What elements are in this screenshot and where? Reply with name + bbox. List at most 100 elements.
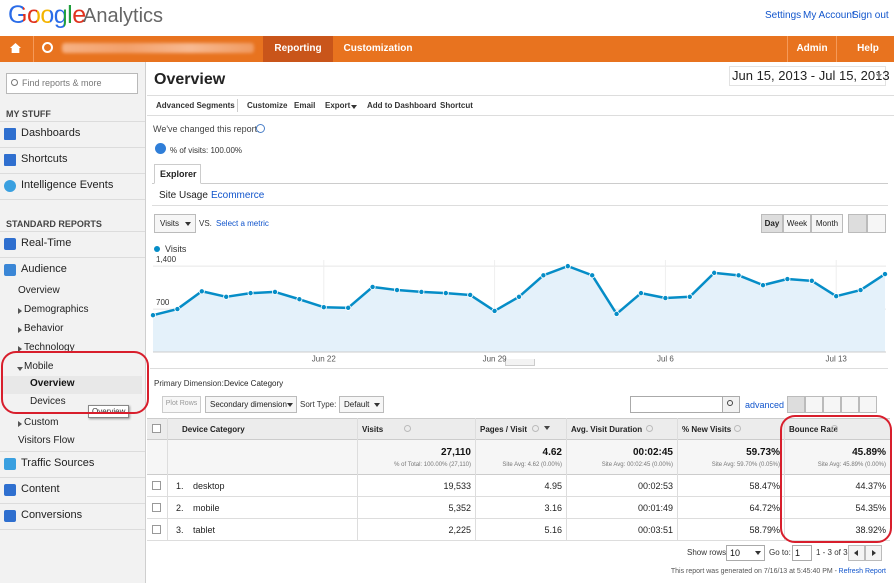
nav-row[interactable] [0, 451, 145, 477]
row-checkbox[interactable] [152, 503, 161, 512]
table-row[interactable] [147, 497, 890, 519]
metric-select[interactable]: Visits [160, 219, 179, 228]
sort-type[interactable]: Default [344, 400, 370, 409]
tab-label[interactable]: Explorer [160, 169, 197, 179]
table-row[interactable] [147, 475, 890, 497]
chart-type-button[interactable] [848, 214, 867, 233]
data-point [711, 269, 718, 276]
primary-dimension[interactable]: Device Category [224, 379, 284, 388]
search-box[interactable] [6, 73, 138, 94]
select-metric[interactable]: Select a metric [216, 219, 269, 228]
period-button[interactable] [783, 214, 811, 233]
nav-item[interactable]: Shortcuts [21, 153, 68, 165]
row-dimension[interactable]: mobile [193, 503, 220, 513]
row-checkbox[interactable] [152, 525, 161, 534]
show-rows[interactable]: 10 [730, 548, 741, 558]
nav-item[interactable]: Conversions [21, 509, 83, 521]
nav-item[interactable]: Dashboards [21, 127, 81, 139]
nav-item[interactable]: Content [21, 483, 60, 495]
nav-tab[interactable]: Reporting [274, 43, 322, 54]
period-label[interactable]: Week [786, 219, 808, 228]
column-header[interactable]: Pages / Visit [480, 425, 527, 434]
table-row[interactable] [147, 519, 890, 541]
column-header[interactable]: Avg. Visit Duration [571, 425, 643, 434]
view-button[interactable] [859, 396, 877, 413]
toolbar-item[interactable]: Export [325, 101, 351, 110]
header-checkbox[interactable] [152, 424, 161, 433]
nav-row[interactable] [0, 503, 145, 529]
secondary-box[interactable] [205, 396, 297, 413]
nav-subitem[interactable]: Technology [24, 342, 75, 353]
nav-subitem[interactable]: Custom [24, 417, 59, 428]
toolbar-item[interactable]: Email [294, 101, 316, 110]
header-link[interactable]: Sign out [852, 10, 889, 21]
show-rows-box[interactable] [726, 545, 765, 561]
nav-item[interactable]: Real-Time [21, 237, 72, 249]
goto-box[interactable] [792, 545, 812, 561]
row-dimension[interactable]: desktop [193, 481, 225, 491]
period-label[interactable]: Day [764, 219, 780, 228]
date-range-box[interactable] [729, 66, 886, 86]
legend-dot [154, 246, 160, 252]
resize-handle [505, 359, 535, 366]
nav-item[interactable]: Traffic Sources [21, 457, 95, 469]
column-header[interactable]: Visits [362, 425, 384, 434]
chart-type-button[interactable] [867, 214, 886, 233]
advanced-link[interactable]: advanced [745, 400, 785, 410]
toolbar-item[interactable]: Add to Dashboard [367, 101, 437, 110]
refresh-link[interactable]: Refresh Report [838, 568, 886, 575]
subtab[interactable]: Site Usage [159, 190, 208, 201]
tab-bg[interactable] [263, 36, 333, 62]
nav-row[interactable] [0, 231, 145, 257]
nav-subitem[interactable]: Visitors Flow [18, 435, 75, 446]
nav-subitem[interactable]: Devices [30, 396, 66, 407]
metric-box[interactable] [154, 214, 196, 233]
nav-subitem[interactable]: Overview [18, 285, 60, 296]
period-label[interactable]: Month [815, 219, 839, 228]
nav-row[interactable] [0, 477, 145, 503]
nav-row[interactable] [0, 147, 145, 173]
period-button[interactable] [811, 214, 843, 233]
secondary-dimension[interactable]: Secondary dimension [210, 400, 287, 409]
view-button[interactable] [787, 396, 805, 413]
sort-box[interactable] [339, 396, 384, 413]
header-link[interactable]: Settings [765, 10, 802, 21]
nav-tab[interactable]: Customization [343, 43, 413, 54]
view-button[interactable] [823, 396, 841, 413]
goto-label: Go to: [769, 548, 791, 557]
data-point [320, 304, 327, 311]
nav-item[interactable]: Intelligence Events [21, 179, 114, 191]
plot-rows[interactable]: Plot Rows [165, 400, 198, 407]
toolbar-item[interactable]: Shortcut [440, 101, 473, 110]
nav-subitem[interactable]: Demographics [24, 304, 89, 315]
toolbar-item[interactable]: Advanced Segments [156, 101, 235, 110]
header-link[interactable]: My Account [803, 10, 855, 21]
table-search[interactable] [630, 396, 723, 413]
item-icon [4, 484, 16, 496]
nav-link[interactable]: Admin [796, 43, 828, 54]
row-dimension[interactable]: tablet [193, 525, 216, 535]
view-button[interactable] [805, 396, 823, 413]
nav-subitem[interactable]: Behavior [24, 323, 64, 334]
nav-item[interactable]: Audience [21, 263, 67, 275]
table-header [147, 418, 890, 440]
row-checkbox[interactable] [152, 481, 161, 490]
nav-row[interactable] [0, 121, 145, 147]
nav-subitem[interactable]: Mobile [24, 361, 54, 372]
nav-subitem-selected[interactable]: Overview [30, 378, 75, 389]
nav-link[interactable]: Help [857, 43, 879, 54]
goto-input[interactable]: 1 [795, 548, 801, 558]
nav-row[interactable] [0, 173, 145, 199]
period-button[interactable] [761, 214, 783, 233]
primary-dimension-label: Primary Dimension: [154, 379, 224, 388]
date-range[interactable]: Jun 15, 2013 - Jul 15, 2013 [732, 68, 890, 83]
subtab-line [152, 205, 888, 206]
nav-row[interactable] [0, 257, 145, 283]
explorer-tab[interactable] [154, 164, 201, 184]
view-button[interactable] [841, 396, 859, 413]
plot-rows-button[interactable] [162, 396, 201, 413]
column-header[interactable]: Device Category [182, 425, 245, 434]
column-header[interactable]: % New Visits [682, 425, 732, 434]
subtab[interactable]: Ecommerce [211, 190, 265, 201]
toolbar-item[interactable]: Customize [247, 101, 288, 110]
